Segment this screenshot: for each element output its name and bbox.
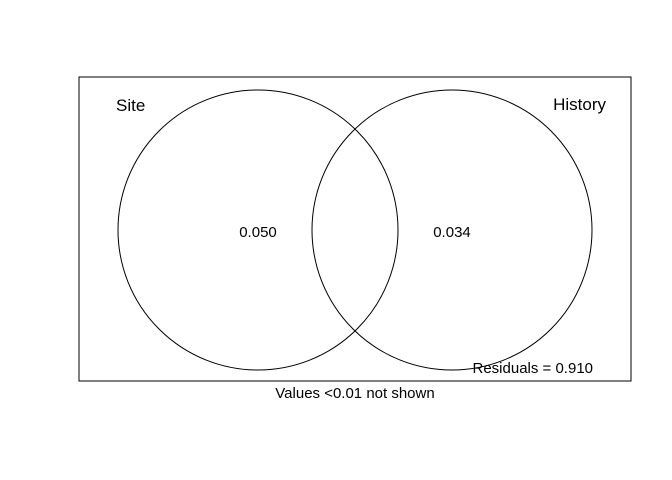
region-value-site: 0.050 — [239, 224, 277, 241]
residuals-text: Residuals = 0.910 — [473, 360, 594, 377]
set-label-history: History — [553, 95, 606, 114]
footnote-text: Values <0.01 not shown — [275, 385, 434, 402]
region-value-history: 0.034 — [433, 224, 471, 241]
set-circle-history — [311, 89, 593, 371]
set-circle-site — [117, 89, 399, 371]
set-label-site: Site — [116, 96, 145, 115]
plot-frame — [78, 76, 632, 382]
